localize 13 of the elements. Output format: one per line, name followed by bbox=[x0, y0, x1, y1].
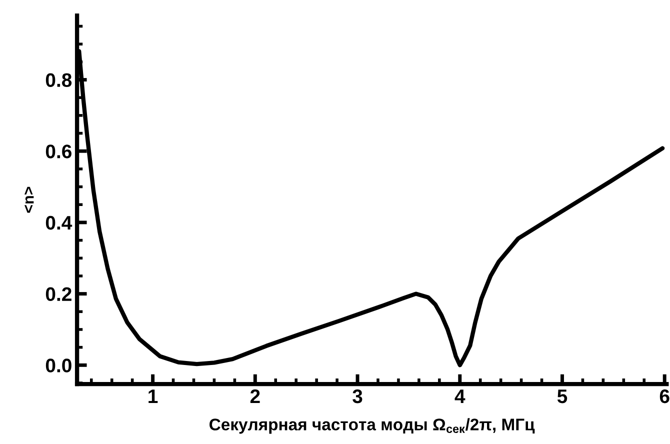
x-tick-label: 4 bbox=[454, 390, 466, 404]
y-tick-label: 0.4 bbox=[46, 216, 72, 230]
x-tick-label: 1 bbox=[148, 390, 158, 404]
y-axis-title: <n> bbox=[24, 186, 34, 213]
y-tick-label: 0.0 bbox=[46, 358, 72, 372]
x-tick-label: 5 bbox=[557, 390, 568, 404]
x-tick-label: 2 bbox=[250, 389, 260, 404]
y-tick-label: 0.8 bbox=[46, 73, 72, 87]
x-tick-label: 6 bbox=[660, 389, 670, 404]
x-axis-title: Секулярная частота моды Ω$_{сек}$/2π, МГц bbox=[210, 418, 535, 434]
x-tick-label: 3 bbox=[352, 389, 362, 404]
y-tick-label: 0.2 bbox=[46, 287, 72, 302]
y-tick-label: 0.6 bbox=[46, 144, 72, 158]
